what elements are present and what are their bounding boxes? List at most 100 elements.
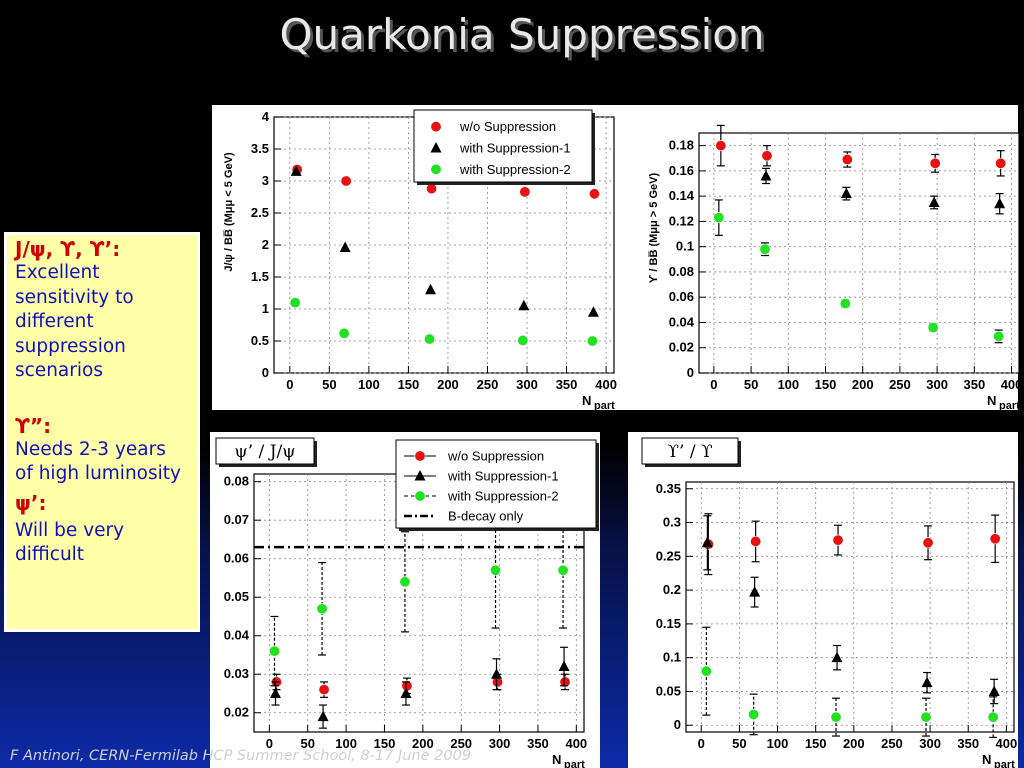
y-tick-label: 0 [687, 365, 694, 380]
y-tick-label: 0.05 [224, 589, 249, 604]
chart-title: ϒ’ / ϒ [667, 442, 713, 462]
data-point-circle [995, 157, 1007, 169]
y-tick-label: 0.1 [663, 650, 681, 665]
x-tick-label: 0 [266, 736, 273, 751]
y-tick-label: 0.05 [656, 683, 681, 698]
legend-label: with Suppression-2 [459, 162, 571, 177]
data-point-triangle [558, 660, 570, 672]
legend-marker [430, 163, 442, 175]
x-tick-label: 50 [732, 736, 746, 751]
legend-marker [414, 490, 426, 502]
data-point-circle [559, 676, 571, 688]
legend-label: with Suppression-2 [447, 489, 559, 504]
x-tick-label: 350 [963, 377, 985, 392]
x-tick-label: 350 [957, 736, 979, 751]
x-tick-label: 150 [398, 377, 420, 392]
y-tick-label: 0.14 [669, 188, 695, 203]
data-point-circle [839, 298, 851, 310]
data-point-triangle [928, 196, 940, 207]
legend-label: B-decay only [448, 509, 524, 524]
data-point-triangle [840, 187, 852, 199]
y-tick-label: 0.16 [669, 163, 694, 178]
data-point-circle [338, 327, 350, 339]
x-tick-label: 0 [286, 377, 293, 392]
chart-title: ψ’ / J/ψ [234, 442, 295, 462]
legend-label: w/o Suppression [459, 119, 556, 134]
data-point-circle [989, 533, 1001, 545]
y-tick-label: 0.35 [656, 481, 681, 496]
data-point-circle [922, 537, 934, 549]
y-tick-label: 0.06 [669, 289, 694, 304]
y-tick-label: 0.08 [224, 474, 249, 489]
x-tick-label: 400 [996, 736, 1018, 751]
y-tick-label: 0.06 [224, 551, 249, 566]
data-point-circle [318, 684, 330, 696]
x-tick-label: 400 [1001, 377, 1023, 392]
data-point-circle [832, 534, 844, 546]
y-tick-label: 0.18 [669, 138, 694, 153]
data-point-circle [340, 175, 352, 187]
data-point-triangle [760, 169, 772, 181]
data-point-circle [588, 188, 600, 200]
data-point-circle [841, 154, 853, 166]
data-point-circle [993, 330, 1005, 342]
data-point-triangle [400, 687, 412, 698]
x-axis-label: N [582, 393, 591, 408]
data-point-circle [424, 333, 436, 345]
x-tick-label: 200 [437, 377, 459, 392]
legend-label: w/o Suppression [447, 449, 544, 464]
y-tick-label: 4 [262, 109, 270, 124]
x-tick-label: 50 [744, 377, 758, 392]
data-point-circle [586, 335, 598, 347]
y-tick-label: 0.3 [663, 515, 681, 530]
x-tick-label: 150 [374, 736, 396, 751]
series-with-suppression-2 [268, 511, 569, 687]
x-axis-label-sub: part [999, 400, 1020, 412]
data-point-circle [316, 603, 328, 615]
data-point-triangle [339, 241, 351, 253]
data-point-circle [987, 711, 999, 723]
series-with-suppression-1 [701, 515, 1000, 705]
data-point-circle [517, 334, 529, 346]
y-tick-label: 0.25 [656, 548, 681, 563]
x-axis-label: N [987, 393, 996, 408]
legend-marker [430, 121, 442, 133]
psiprime-chart: 0 50 100 150 200 250 300 350 400 0.02 0.03 0.04 0.05… [215, 437, 599, 768]
series-with-suppression-2 [713, 199, 1005, 344]
x-tick-label: 250 [881, 736, 903, 751]
legend-marker [430, 142, 442, 153]
data-point-triangle [425, 283, 437, 295]
y-tick-label: 0.12 [669, 213, 694, 228]
y-axis-label: J/ψ / BB̅ (Mμμ < 5 GeV) [223, 152, 235, 272]
data-point-circle [268, 645, 280, 657]
y-tick-label: 0.04 [224, 628, 250, 643]
data-point-circle [929, 157, 941, 169]
data-point-circle [750, 535, 762, 547]
data-point-triangle [701, 536, 713, 548]
y-tick-label: 2.5 [251, 205, 269, 220]
data-point-circle [761, 150, 773, 162]
y-tick-label: 1.5 [251, 269, 269, 284]
footer-credit: F Antinori, CERN-Fermilab HCP Summer Sch… [10, 748, 472, 764]
data-point-circle [557, 564, 569, 576]
series-with-suppression-2 [289, 297, 598, 347]
title-box [641, 437, 739, 465]
x-tick-label: 50 [322, 377, 336, 392]
slide-title: Quarkonia Suppression [279, 10, 765, 59]
x-axis-label-sub: part [564, 759, 585, 768]
top-chart-panel: 0 50 100 150 200 250 300 350 400 0 0.5 1 1.5 2 2.5 3 3.5… [212, 105, 1022, 412]
data-point-triangle [317, 710, 329, 722]
y-tick-label: 0.02 [669, 340, 694, 355]
data-point-triangle [994, 197, 1006, 209]
data-point-circle [426, 183, 438, 195]
y-tick-label: 3 [262, 173, 269, 188]
note-heading-1: J/ψ, ϒ, ϒ’: [15, 237, 121, 261]
x-tick-label: 250 [450, 736, 472, 751]
y-tick-label: 0.02 [224, 705, 249, 720]
data-point-circle [519, 186, 531, 198]
x-tick-label: 300 [919, 736, 941, 751]
x-tick-label: 300 [926, 377, 948, 392]
data-point-triangle [587, 306, 599, 317]
data-point-triangle [988, 685, 1000, 696]
y-tick-label: 1 [262, 301, 269, 316]
